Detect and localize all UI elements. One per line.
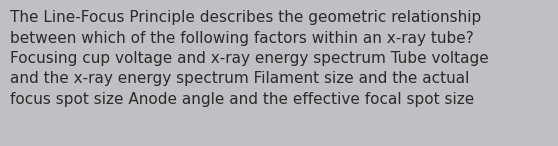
Text: The Line-Focus Principle describes the geometric relationship
between which of t: The Line-Focus Principle describes the g… bbox=[10, 10, 489, 107]
